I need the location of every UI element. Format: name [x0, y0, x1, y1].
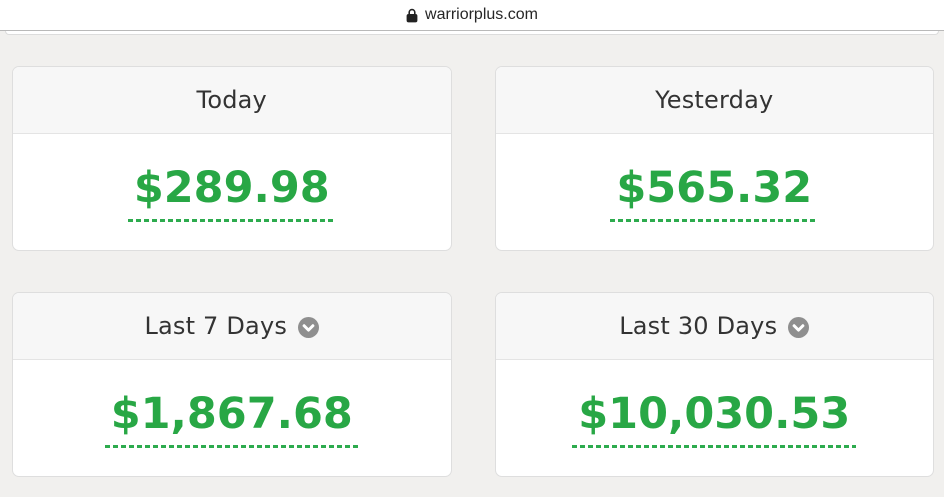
stat-card-header: Today	[13, 67, 451, 134]
chevron-down-circle-icon[interactable]	[788, 317, 810, 338]
chevron-down-circle-icon[interactable]	[298, 317, 320, 338]
stat-amount-link[interactable]: $10,030.53	[572, 388, 857, 448]
stat-card-last-7-days: Last 7 Days $1,867.68	[12, 292, 452, 477]
stat-card-title: Last 7 Days	[144, 312, 288, 340]
stat-amount-link[interactable]: $1,867.68	[104, 388, 359, 448]
stat-card-last-30-days: Last 30 Days $10,030.53	[494, 292, 934, 477]
stat-amount-link[interactable]: $289.98	[127, 162, 336, 222]
stat-card-title: Last 30 Days	[619, 312, 778, 340]
stat-card-body: $1,867.68	[13, 360, 451, 476]
stat-card-header: Last 7 Days	[13, 293, 451, 360]
stat-card-title: Today	[196, 86, 267, 114]
stat-card-body: $10,030.53	[496, 360, 934, 476]
stat-amount-link[interactable]: $565.32	[610, 162, 819, 222]
browser-window: warriorplus.com Today $289.98 Yesterday …	[0, 0, 944, 477]
scrolled-panel-bottom-edge	[5, 31, 939, 35]
stat-card-body: $565.32	[496, 134, 934, 250]
stat-card-today: Today $289.98	[12, 66, 452, 251]
stat-card-title: Yesterday	[655, 86, 774, 114]
earnings-stats-grid: Today $289.98 Yesterday $565.32 Last 7 D…	[12, 66, 934, 477]
address-bar-url: warriorplus.com	[425, 6, 538, 23]
browser-address-bar[interactable]: warriorplus.com	[0, 0, 944, 31]
stat-card-header: Last 30 Days	[495, 293, 933, 360]
stat-card-body: $289.98	[13, 134, 451, 250]
lock-icon	[406, 8, 418, 23]
stat-card-yesterday: Yesterday $565.32	[494, 66, 934, 251]
stat-card-header: Yesterday	[495, 67, 933, 134]
